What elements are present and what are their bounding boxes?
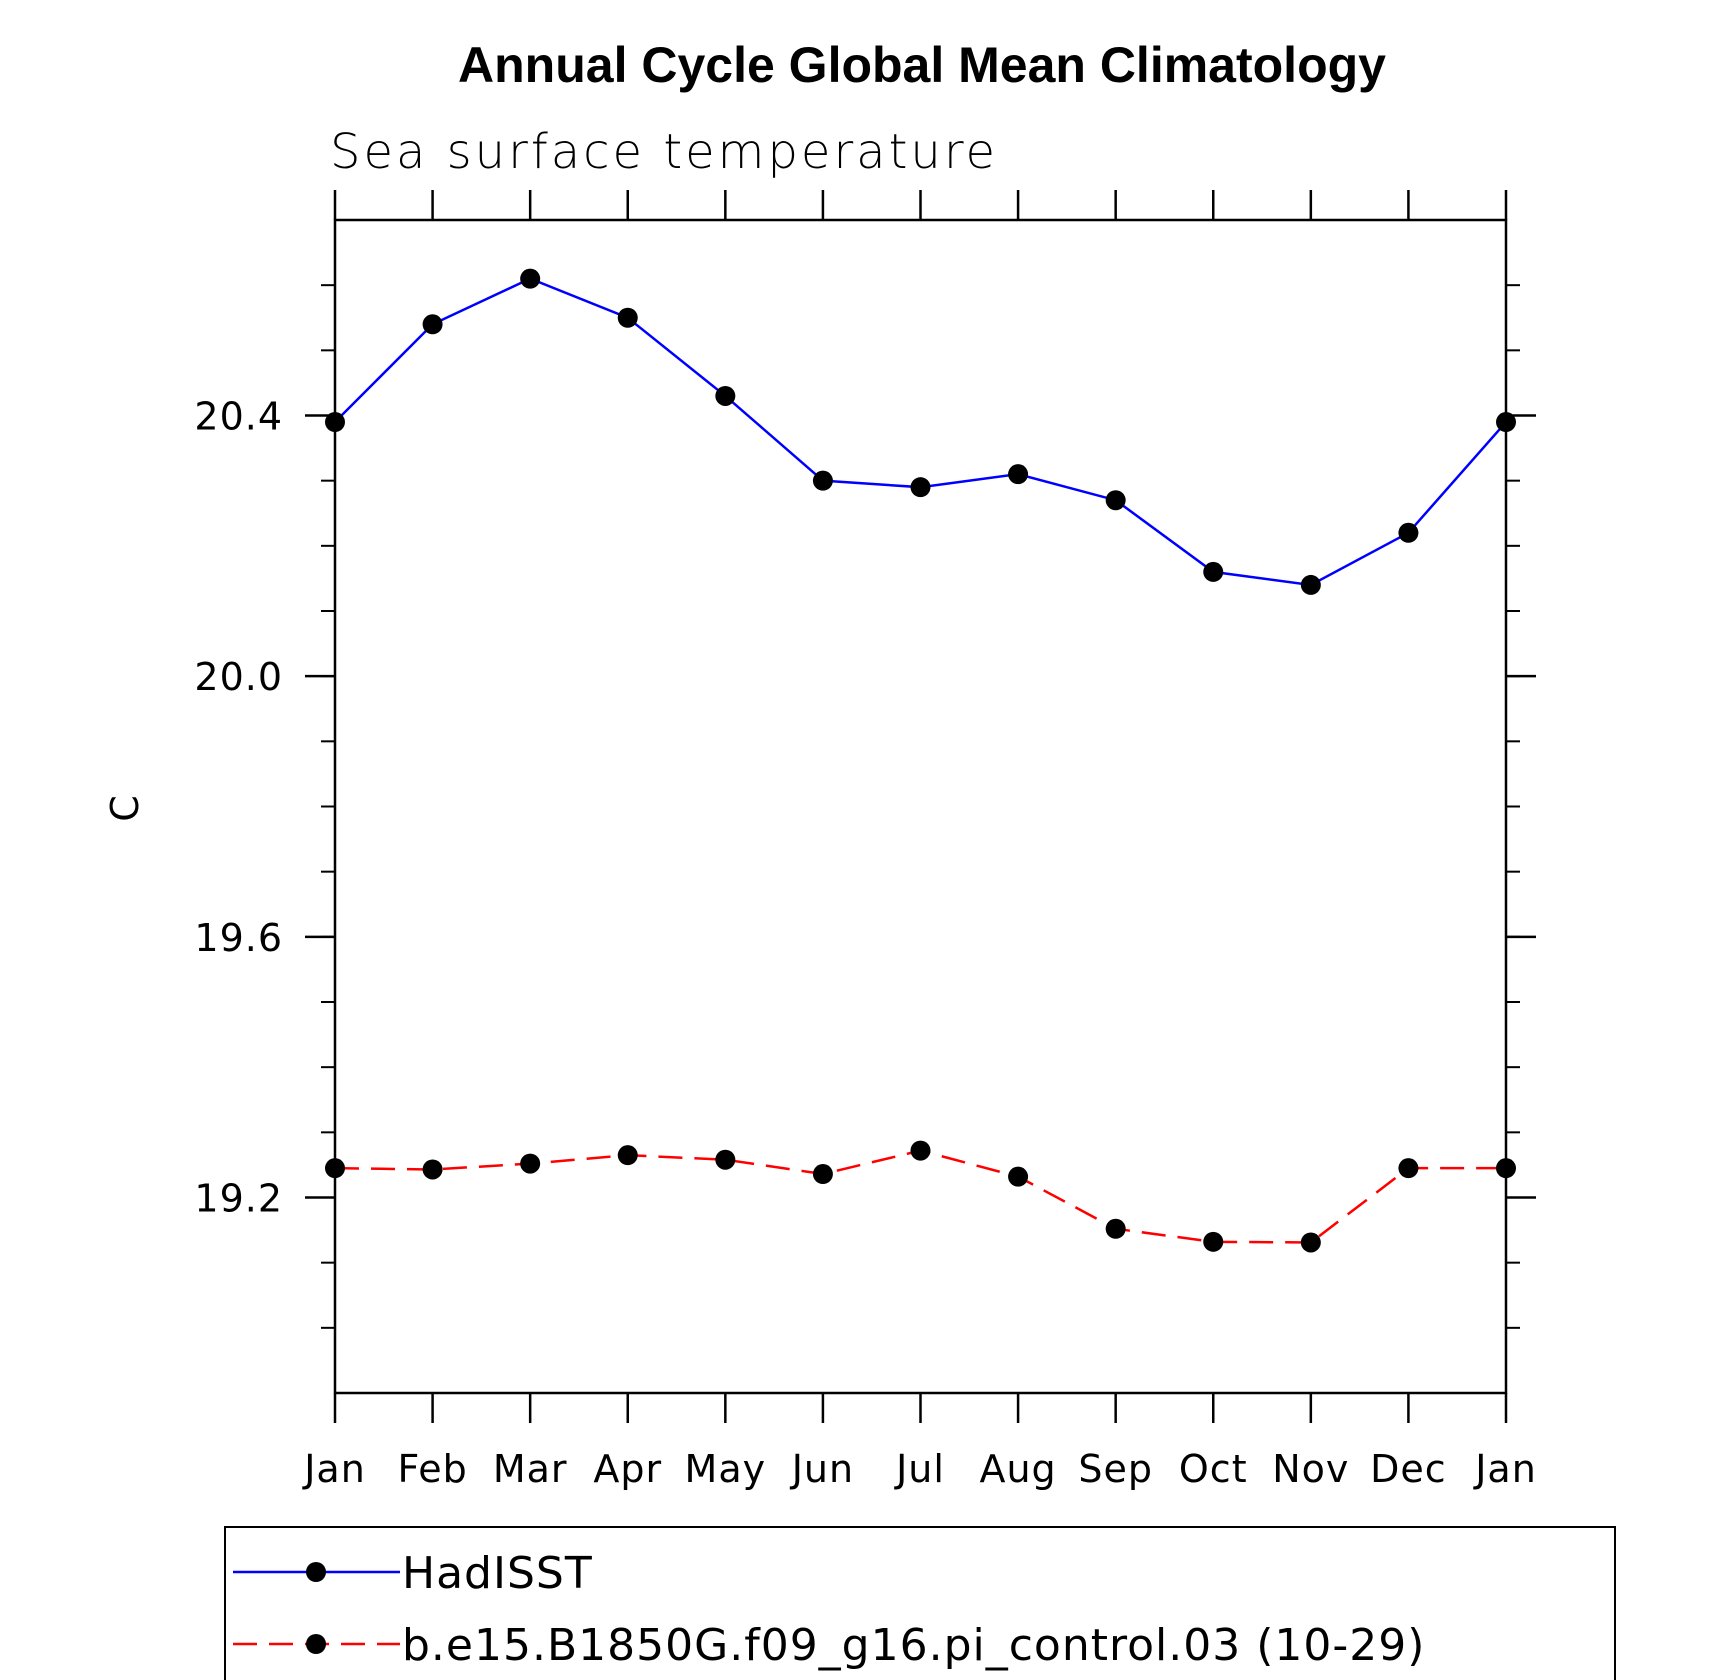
y-tick-label: 20.4 — [194, 395, 283, 439]
x-tick-label: Sep — [1078, 1447, 1153, 1491]
y-tick-label: 19.2 — [194, 1177, 283, 1221]
x-tick-label: Mar — [493, 1447, 568, 1491]
y-tick-labels: 19.2 19.6 20.0 20.4 — [194, 395, 283, 1221]
x-tick-label: Jan — [1473, 1447, 1537, 1491]
x-tick-label: Nov — [1272, 1447, 1349, 1491]
data-point — [1300, 1232, 1321, 1253]
legend: HadISST b.e15.B1850G.f09_g16.pi_control.0… — [224, 1526, 1616, 1680]
data-point — [422, 1159, 443, 1180]
x-tick-label: Aug — [979, 1447, 1056, 1491]
legend-label: HadISST — [402, 1548, 593, 1599]
data-point — [715, 385, 736, 406]
data-point — [520, 268, 541, 289]
data-point — [617, 307, 638, 328]
data-point — [1203, 1231, 1224, 1252]
x-tick-label: May — [685, 1447, 767, 1491]
data-point — [1008, 464, 1029, 485]
data-point — [910, 477, 931, 498]
x-tick-label: Apr — [593, 1447, 662, 1491]
data-point — [812, 1164, 833, 1185]
legend-marker — [306, 1634, 326, 1654]
x-tick-label: Jun — [790, 1447, 854, 1491]
data-point — [1398, 1158, 1419, 1179]
plot-frame — [333, 218, 1508, 1395]
series-line-0 — [334, 277, 1507, 587]
data-point — [1398, 522, 1419, 543]
y-tick-label: 19.6 — [194, 916, 283, 960]
chart-title: Annual Cycle Global Mean Climatology — [458, 37, 1386, 93]
data-point — [520, 1153, 541, 1174]
x-tick-label: Feb — [397, 1447, 467, 1491]
series-line-1 — [334, 1149, 1506, 1244]
x-tick-label: Jul — [894, 1447, 945, 1491]
legend-marker — [306, 1562, 326, 1582]
legend-box — [224, 1526, 1616, 1680]
data-point — [910, 1140, 931, 1161]
data-point — [1496, 412, 1516, 433]
data-point — [422, 314, 443, 335]
data-point — [1105, 490, 1126, 511]
series-layer — [325, 268, 1516, 1253]
x-tick-label: Jan — [302, 1447, 366, 1491]
data-point — [325, 412, 345, 433]
y-tick-label: 20.0 — [194, 655, 283, 699]
y-axis-label: C — [103, 794, 147, 822]
data-point — [1203, 561, 1224, 582]
data-point — [812, 470, 833, 491]
data-point — [1300, 574, 1321, 595]
plot-axes — [305, 190, 1536, 1423]
legend-label: b.e15.B1850G.f09_g16.pi_control.03 (10-2… — [402, 1620, 1425, 1671]
legend-entries: HadISST b.e15.B1850G.f09_g16.pi_control.0… — [233, 1548, 1425, 1671]
data-point — [715, 1149, 736, 1170]
chart-subtitle: Sea surface temperature — [330, 124, 998, 180]
data-point — [1496, 1158, 1516, 1179]
data-point — [325, 1158, 345, 1179]
x-tick-label: Oct — [1179, 1447, 1248, 1491]
data-point — [617, 1145, 638, 1166]
data-point — [1105, 1218, 1126, 1239]
data-point — [1008, 1166, 1029, 1187]
x-tick-label: Dec — [1370, 1447, 1447, 1491]
x-tick-labels: Jan Feb Mar Apr May Jun Jul Aug Sep Oct Nov Dec Jan — [302, 1447, 1537, 1491]
